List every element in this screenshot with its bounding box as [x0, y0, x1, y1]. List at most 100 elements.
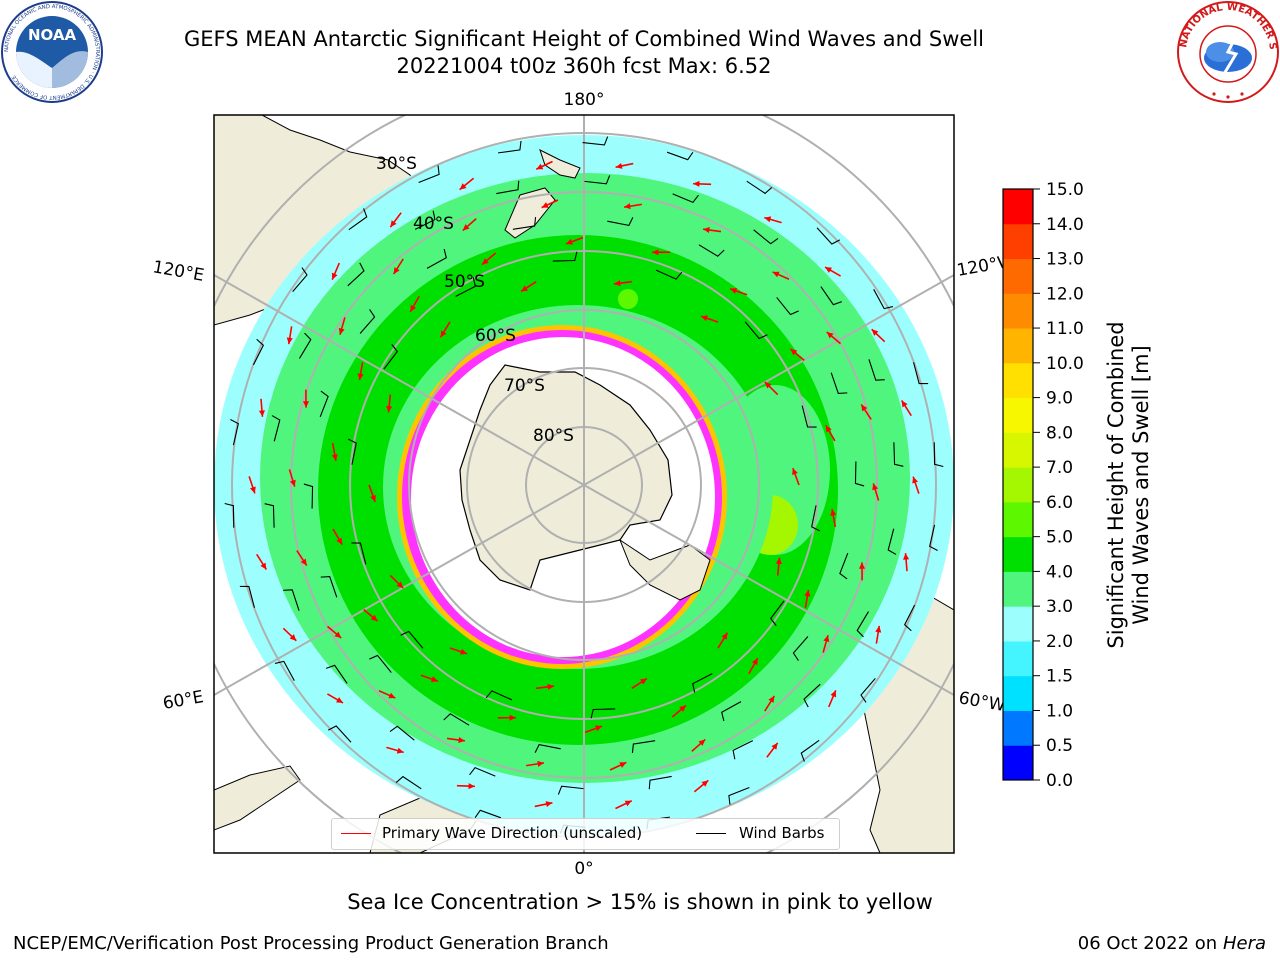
- wave-arrowhead: [410, 304, 417, 312]
- wind-barb: [698, 244, 725, 257]
- wave-arrowhead: [249, 486, 256, 494]
- colorbar-tick-label: 7.0: [1046, 458, 1073, 478]
- colorbar-tick-label: 11.0: [1046, 319, 1084, 339]
- footer-branch: NCEP/EMC/Verification Post Processing Pr…: [13, 933, 609, 954]
- wave-arrowhead: [792, 468, 798, 476]
- wind-barb: [319, 390, 329, 418]
- wave-arrowhead: [861, 404, 868, 412]
- wave-arrowhead: [624, 203, 631, 210]
- wave-arrowhead: [545, 801, 553, 808]
- colorbar-tick-label: 9.0: [1046, 389, 1073, 409]
- wind-barb: [303, 483, 314, 509]
- wave-arrowhead: [826, 331, 834, 339]
- wave-arrowhead: [595, 725, 603, 732]
- wind-barb: [359, 309, 376, 334]
- colorbar-bin: [1003, 397, 1033, 433]
- colorbar-tick-label: 12.0: [1046, 284, 1084, 304]
- wave-arrowhead: [824, 267, 832, 273]
- chart-title: GEFS MEAN Antarctic Significant Height o…: [183, 27, 985, 51]
- wind-barb: [776, 297, 799, 316]
- wind-barb: [770, 600, 785, 626]
- colorbar-tick-label: 14.0: [1046, 215, 1084, 235]
- wave-arrowhead: [912, 476, 919, 484]
- wind-barb: [655, 269, 683, 280]
- wind-barb: [400, 630, 424, 649]
- wind-barb: [264, 503, 275, 528]
- wind-barb: [801, 405, 817, 428]
- wind-barb: [590, 708, 616, 719]
- wind-barb: [800, 739, 820, 762]
- lat-label-30s: 30°S: [376, 154, 417, 174]
- map-legend: Primary Wave Direction (unscaled) Wind B…: [331, 818, 840, 850]
- wave-arrowhead: [336, 537, 343, 545]
- wave-arrowhead: [619, 762, 627, 768]
- wind-barb: [455, 277, 476, 297]
- wave-arrowhead: [730, 287, 738, 294]
- wind-barbs: [224, 136, 944, 834]
- lat-label-60s: 60°S: [475, 326, 516, 346]
- colorbar-bin: [1003, 189, 1033, 225]
- wave-arrowhead: [386, 405, 393, 413]
- wave-arrowhead: [693, 180, 700, 187]
- wave-arrowhead: [289, 634, 297, 641]
- wave-arrowhead: [701, 780, 709, 787]
- wind-barb: [803, 683, 821, 708]
- wave-arrowhead: [331, 454, 338, 461]
- wind-barb: [224, 502, 235, 528]
- wind-barb: [426, 248, 447, 269]
- antarctica-land: [459, 364, 673, 591]
- graticule: [214, 115, 954, 853]
- wave-arrowhead: [823, 635, 830, 643]
- map-frame: [213, 114, 955, 854]
- lon-label-120e: 120°E: [151, 257, 205, 286]
- wind-barb: [893, 442, 904, 467]
- wave-arrowhead: [698, 739, 706, 746]
- colorbar-tick-label: 0.5: [1046, 736, 1073, 756]
- colorbar-tick-label: 3.0: [1046, 597, 1073, 617]
- colorbar-bin: [1003, 710, 1033, 746]
- wind-barb: [496, 180, 520, 195]
- wave-arrowhead: [260, 562, 267, 570]
- wind-barb: [474, 809, 502, 819]
- wave-arrowhead: [370, 614, 378, 622]
- wave-arrowhead: [509, 714, 516, 721]
- wind-barb: [292, 267, 308, 293]
- colorbar-label-line1: Significant Height of Combined: [1104, 321, 1128, 648]
- wind-barb: [395, 775, 422, 790]
- wave-arrowhead: [390, 220, 397, 228]
- colorbar-bin: [1003, 606, 1033, 642]
- wind-barb: [252, 338, 265, 366]
- wind-barb: [744, 321, 768, 340]
- wave-patch-5m: [618, 289, 638, 309]
- wind-barb: [887, 528, 897, 555]
- wind-barb: [631, 740, 656, 754]
- wave-arrowhead: [331, 272, 338, 280]
- lat-label-40s: 40°S: [413, 214, 454, 234]
- wind-barb: [732, 740, 754, 760]
- wave-arrowhead: [370, 494, 376, 502]
- wave-arrowhead: [872, 483, 879, 491]
- wave-arrowhead: [286, 337, 293, 345]
- wave-arrowhead: [703, 226, 710, 234]
- lat-label-80s: 80°S: [533, 426, 574, 446]
- wind-barb: [283, 589, 300, 611]
- wave-arrowhead: [772, 271, 780, 278]
- colorbar-bin: [1003, 223, 1033, 260]
- wave-arrowhead: [336, 697, 344, 703]
- wave-arrowhead: [334, 631, 342, 639]
- noaa-logo: NATIONAL OCEANIC AND ATMOSPHERIC ADMINIS…: [1, 1, 103, 103]
- wave-arrowhead: [721, 632, 728, 640]
- colorbar-bin: [1003, 293, 1033, 329]
- legend-wind-barbs: Wind Barbs: [739, 824, 825, 842]
- wind-barb-swatch: [696, 833, 726, 834]
- wave-arrowhead: [825, 425, 832, 433]
- wave-arrowhead: [764, 216, 772, 223]
- wave-arrowhead: [768, 695, 775, 703]
- wind-barb: [498, 140, 522, 154]
- wind-barb: [552, 251, 578, 262]
- chart-subtitle: 20221004 t00z 360h fcst Max: 6.52: [396, 54, 772, 78]
- colorbar-bin: [1003, 258, 1033, 294]
- wave-arrowhead: [537, 760, 544, 767]
- wave-arrowhead: [804, 589, 811, 597]
